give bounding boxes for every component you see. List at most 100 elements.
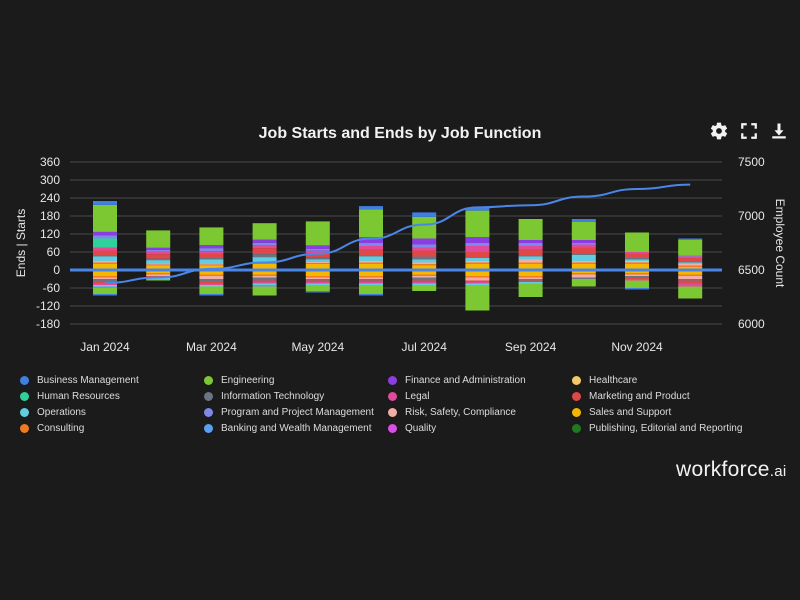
bar-end-marketing-and-product	[678, 280, 703, 284]
bar-start-program-and-project-management	[518, 243, 543, 246]
bar-start-sales-and-support	[359, 264, 383, 270]
bar-end-consulting	[199, 274, 224, 276]
bar-end-engineering	[465, 285, 490, 311]
bar-end-risk-safety-compliance	[625, 274, 649, 276]
bar-start-information-technology	[199, 258, 224, 260]
bar-end-risk-safety-compliance	[305, 277, 330, 279]
bar-start-operations	[199, 259, 224, 264]
bar-start-legal	[359, 246, 383, 249]
bar-start-program-and-project-management	[412, 244, 437, 248]
legend-item-publishing-editorial-and-reporting[interactable]: Publishing, Editorial and Reporting	[572, 422, 756, 435]
y-tick-label: 120	[40, 227, 60, 241]
x-tick-label: Nov 2024	[611, 340, 663, 354]
legend-dot-icon	[388, 408, 397, 417]
bar-end-legal	[625, 279, 649, 281]
bar-start-sales-and-support	[625, 264, 649, 270]
bar-end-business-management	[305, 291, 330, 293]
legend-item-sales-and-support[interactable]: Sales and Support	[572, 406, 756, 419]
bar-end-risk-safety-compliance	[252, 276, 277, 278]
legend-item-banking-and-wealth-management[interactable]: Banking and Wealth Management	[204, 422, 388, 435]
bar-start-finance-and-administration	[146, 247, 171, 250]
bar-end-sales-and-support	[359, 270, 383, 276]
x-tick-label: Jan 2024	[80, 340, 130, 354]
bar-end-consulting	[465, 276, 490, 278]
bar-end-information-technology	[412, 277, 437, 281]
legend-item-legal[interactable]: Legal	[388, 390, 572, 403]
legend-item-program-and-project-management[interactable]: Program and Project Management	[204, 406, 388, 419]
legend-item-human-resources[interactable]: Human Resources	[20, 390, 204, 403]
bar-start-engineering	[412, 216, 437, 239]
bar-end-consulting	[571, 273, 596, 275]
bar-start-consulting	[571, 262, 596, 264]
bar-start-legal	[305, 250, 330, 254]
settings-button[interactable]	[708, 120, 730, 142]
expand-icon	[741, 123, 757, 139]
download-icon	[772, 123, 786, 139]
legend-label: Information Technology	[221, 391, 325, 402]
bar-start-finance-and-administration	[518, 240, 543, 243]
legend-label: Engineering	[221, 375, 275, 386]
bar-start-marketing-and-product	[146, 254, 171, 259]
legend-label: Finance and Administration	[405, 375, 526, 386]
x-tick-label: Sep 2024	[505, 340, 557, 354]
legend-dot-icon	[20, 408, 29, 417]
bar-end-risk-safety-compliance	[465, 277, 490, 281]
bar-end-marketing-and-product	[252, 280, 277, 282]
y2-tick-label: 6000	[738, 317, 765, 331]
bar-end-engineering	[412, 285, 437, 291]
legend-dot-icon	[388, 424, 397, 433]
bar-start-program-and-project-management	[93, 235, 117, 239]
bar-start-sales-and-support	[412, 265, 437, 270]
bar-start-engineering	[199, 227, 224, 246]
legend-item-engineering[interactable]: Engineering	[204, 374, 388, 387]
bar-start-program-and-project-management	[146, 249, 171, 252]
legend-dot-icon	[204, 376, 213, 385]
legend-item-information-technology[interactable]: Information Technology	[204, 390, 388, 403]
bar-start-sales-and-support	[518, 264, 543, 270]
legend-label: Legal	[405, 391, 430, 402]
brand-logo: workforce.ai	[676, 458, 786, 482]
legend-item-operations[interactable]: Operations	[20, 406, 204, 419]
bar-start-information-technology	[146, 258, 171, 261]
bar-end-information-technology	[518, 279, 543, 281]
download-button[interactable]	[768, 120, 790, 142]
x-tick-label: May 2024	[291, 340, 344, 354]
bar-start-business-management	[571, 219, 596, 222]
bar-start-program-and-project-management	[359, 243, 383, 246]
x-tick-label: Jul 2024	[402, 340, 448, 354]
legend-item-risk-safety-compliance[interactable]: Risk, Safety, Compliance	[388, 406, 572, 419]
legend-item-healthcare[interactable]: Healthcare	[572, 374, 756, 387]
bar-start-engineering	[93, 204, 117, 232]
bar-end-operations	[305, 283, 330, 285]
legend-item-finance-and-administration[interactable]: Finance and Administration	[388, 374, 572, 387]
bar-start-operations	[146, 260, 171, 264]
bar-start-consulting	[93, 262, 117, 264]
bar-start-risk-safety-compliance	[625, 261, 649, 263]
bar-start-business-management	[678, 238, 703, 240]
bar-start-sales-and-support	[305, 264, 330, 270]
bar-end-sales-and-support	[465, 270, 490, 276]
bar-start-information-technology	[359, 255, 383, 257]
legend-item-quality[interactable]: Quality	[388, 422, 572, 435]
bar-start-consulting	[252, 263, 277, 264]
bar-start-risk-safety-compliance	[571, 261, 596, 263]
y2-tick-label: 7000	[738, 209, 765, 223]
bar-end-information-technology	[305, 279, 330, 281]
bar-end-sales-and-support	[93, 270, 117, 276]
bar-start-legal	[412, 247, 437, 251]
legend-item-business-management[interactable]: Business Management	[20, 374, 204, 387]
bar-end-consulting	[412, 274, 437, 276]
legend-label: Consulting	[37, 423, 85, 434]
fullscreen-button[interactable]	[738, 120, 760, 142]
legend-item-consulting[interactable]: Consulting	[20, 422, 204, 435]
bar-start-business-management	[93, 201, 117, 205]
bar-end-operations	[412, 283, 437, 285]
legend-item-marketing-and-product[interactable]: Marketing and Product	[572, 390, 756, 403]
bar-start-consulting	[359, 262, 383, 264]
bar-start-information-technology	[305, 257, 330, 260]
bar-end-information-technology	[93, 279, 117, 282]
y-tick-label: -120	[36, 299, 60, 313]
legend-dot-icon	[572, 408, 581, 417]
legend-label: Operations	[37, 407, 86, 418]
bar-end-risk-safety-compliance	[678, 276, 703, 279]
